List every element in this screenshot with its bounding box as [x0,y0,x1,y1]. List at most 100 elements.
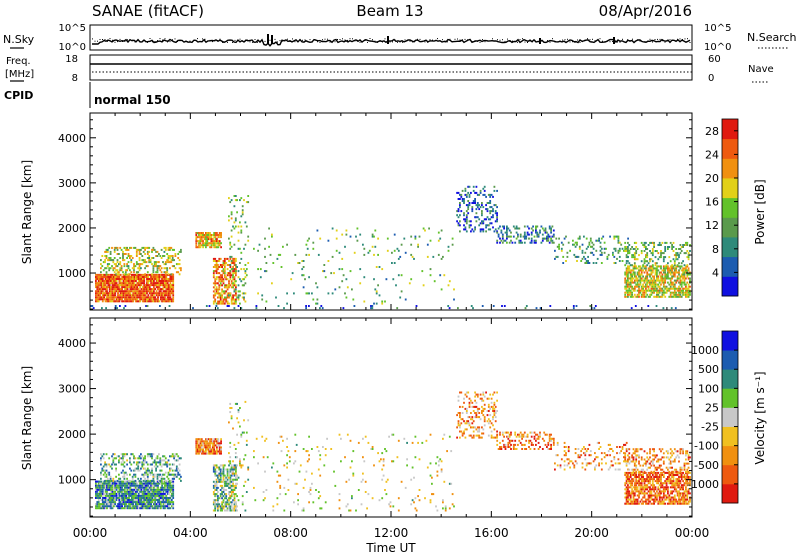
velocity-cell [242,464,244,466]
nsearch-dot [432,40,433,41]
power-cell [546,232,548,234]
velocity-cell [344,456,346,458]
velocity-cell [339,493,341,495]
power-cell [216,270,218,272]
power-cell [170,261,172,263]
velocity-cell [197,440,199,442]
power-cell [502,238,504,240]
velocity-cell [112,507,114,509]
power-cell [346,230,348,232]
power-cell [634,274,636,276]
power-cell [640,282,642,284]
power-cell [538,236,540,238]
power-cell [670,242,672,244]
power-cell [667,248,669,250]
power-cell [169,257,171,259]
velocity-cell [372,497,374,499]
velocity-cell [227,481,229,483]
power-cell [510,236,512,238]
power-cell [106,273,108,275]
power-cell [238,226,240,228]
power-cell [303,266,305,268]
power-cell [175,267,177,269]
power-cell [195,244,197,246]
power-cell [638,286,640,288]
nsearch-dot [115,42,116,43]
nsearch-dot [172,39,173,40]
nsearch-dot [197,38,198,39]
power-cell [670,260,672,262]
velocity-cell [272,510,274,512]
velocity-cell [279,485,281,487]
velocity-cell [160,491,162,493]
velocity-cell [141,455,143,457]
power-cell [496,216,498,218]
power-cell [681,265,683,267]
velocity-cell [236,456,238,458]
nsearch-dot [110,38,111,39]
power-cell [143,280,145,282]
nsearch-dot [227,42,228,43]
power-cell [630,290,632,292]
power-cell [179,259,181,261]
velocity-cell [245,510,247,512]
velocity-cell [115,476,117,478]
power-cell [318,254,320,256]
power-cell [346,297,348,299]
power-cell [663,290,665,292]
power-cell [163,288,165,290]
power-cell [514,242,516,244]
power-cell [114,271,116,273]
velocity-cell [351,495,353,497]
velocity-cell [223,473,225,475]
power-cell [206,240,208,242]
power-cell [689,292,691,294]
power-cell [341,258,343,260]
power-cell [655,282,657,284]
power-cell [379,266,381,268]
power-cell [172,276,174,278]
velocity-cell [240,434,242,436]
nsearch-dot [255,39,256,40]
velocity-cell [155,464,157,466]
velocity-cell [235,485,237,487]
velocity-cell [172,483,174,485]
power-cell [637,267,639,269]
velocity-cell [217,501,219,503]
power-cell [552,240,554,242]
power-cell [640,276,642,278]
power-cell [476,192,478,194]
power-cell [564,238,566,240]
nsearch-dot [322,39,323,40]
power-cell [622,260,624,262]
nsearch-dot [635,41,636,42]
power-cell [681,262,683,264]
power-cell [235,217,237,219]
velocity-cell [159,457,161,459]
power-cell [239,248,241,250]
power-cell [593,248,595,250]
power-cell [674,284,676,286]
power-cell [236,266,238,268]
power-cell [634,248,636,250]
power-cell [202,232,204,234]
power-cell [100,267,102,269]
velocity-cell [156,503,158,505]
velocity-cell [235,473,237,475]
power-cell [352,299,354,301]
power-cell [239,221,241,223]
power-cell [598,238,600,240]
nsearch-dot [610,41,611,42]
velocity-cell [104,461,106,463]
velocity-cell [122,464,124,466]
velocity-cell [231,467,233,469]
power-cell [657,294,659,296]
power-cell [586,248,588,250]
nsearch-dot [325,39,326,40]
power-cell [670,274,672,276]
cpid-label: CPID [4,89,33,102]
power-cell [671,278,673,280]
power-cell [229,292,231,294]
power-cell [216,305,218,307]
power-cell [234,278,236,280]
